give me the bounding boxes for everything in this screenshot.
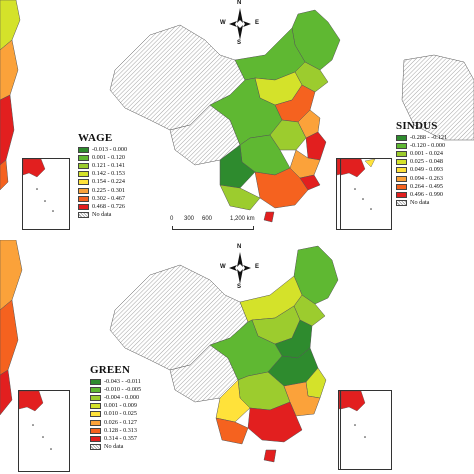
legend-item: 0.026 - 0.127 — [90, 418, 172, 426]
province-region — [219, 184, 261, 211]
legend-item: 0.001 - 0.009 — [90, 402, 172, 410]
legend-item: 0.025 - 0.048 — [396, 158, 474, 166]
legend-item: 0.468 - 0.726 — [78, 203, 160, 211]
south-china-sea-inset — [18, 390, 70, 472]
compass-s-label: S — [237, 40, 242, 46]
north-arrow-icon — [229, 252, 251, 284]
wage-legend: WAGE -0.013 - 0.000 0.001 - 0.120 0.121 … — [78, 132, 160, 219]
partial-choropleth-map — [0, 240, 23, 416]
legend-item: 0.121 - 0.141 — [78, 162, 160, 170]
north-arrow-icon — [229, 8, 251, 40]
wage-choropleth-map — [109, 9, 341, 223]
legend-item: 0.001 - 0.120 — [78, 154, 160, 162]
legend-title: GREEN — [90, 364, 131, 376]
legend-title: WAGE — [78, 132, 113, 144]
left-partial-map-bottom — [0, 240, 70, 474]
legend-item: -0.120 - 0.000 — [396, 142, 474, 150]
legend-item-no-data: No data — [90, 443, 172, 451]
legend-item: 0.496 - 0.990 — [396, 191, 474, 199]
sindus-map-panel: SINDUS -0.288 - -0.121 -0.120 - 0.000 0.… — [394, 0, 474, 236]
south-china-sea-inset — [340, 158, 392, 230]
compass-e-label: E — [255, 264, 260, 270]
legend-item-no-data: No data — [396, 199, 474, 207]
scale-bar: 0 300 600 1,200 km — [170, 216, 290, 232]
compass-w-label: W — [220, 20, 226, 26]
legend-title: SINDUS — [396, 120, 438, 132]
legend-item: -0.004 - 0.000 — [90, 394, 172, 402]
compass-n-label: N — [237, 244, 242, 250]
legend-item: 0.094 - 0.263 — [396, 174, 474, 182]
legend-item: 0.154 - 0.224 — [78, 178, 160, 186]
legend-item: -0.043 - -0.011 — [90, 378, 172, 386]
south-china-sea-inset — [22, 158, 70, 230]
province-region — [209, 319, 283, 381]
legend-item-no-data: No data — [78, 211, 160, 219]
legend-item: 0.142 - 0.153 — [78, 170, 160, 178]
legend-item: 0.264 - 0.495 — [396, 183, 474, 191]
province-region — [299, 174, 321, 191]
legend-item: -0.010 - -0.005 — [90, 386, 172, 394]
green-choropleth-map — [109, 245, 339, 463]
legend-item: 0.302 - 0.467 — [78, 195, 160, 203]
province-region — [263, 449, 277, 463]
sindus-partial-map — [401, 54, 474, 141]
south-china-sea-inset — [340, 390, 392, 470]
left-partial-map-top — [0, 0, 70, 236]
compass-rose: N S W E — [220, 244, 259, 290]
province-region — [263, 211, 275, 223]
compass-rose: N S W E — [220, 0, 259, 46]
legend-item: 0.049 - 0.093 — [396, 166, 474, 174]
legend-item: -0.288 - -0.121 — [396, 134, 474, 142]
legend-item: 0.010 - 0.025 — [90, 410, 172, 418]
legend-item: 0.225 - 0.301 — [78, 186, 160, 194]
green-legend: GREEN -0.043 - -0.011 -0.010 - -0.005 -0… — [90, 364, 172, 451]
compass-s-label: S — [237, 284, 242, 290]
legend-item: 0.314 - 0.357 — [90, 435, 172, 443]
legend-item: -0.013 - 0.000 — [78, 146, 160, 154]
compass-n-label: N — [237, 0, 242, 6]
compass-e-label: E — [255, 20, 260, 26]
compass-w-label: W — [220, 264, 226, 270]
province-region — [247, 401, 303, 443]
legend-item: 0.128 - 0.313 — [90, 427, 172, 435]
sindus-legend: SINDUS -0.288 - -0.121 -0.120 - 0.000 0.… — [396, 120, 474, 207]
province-region — [215, 417, 249, 445]
province-region — [209, 77, 283, 146]
partial-choropleth-map — [0, 0, 21, 191]
province-region — [305, 131, 327, 161]
legend-item: 0.001 - 0.024 — [396, 150, 474, 158]
